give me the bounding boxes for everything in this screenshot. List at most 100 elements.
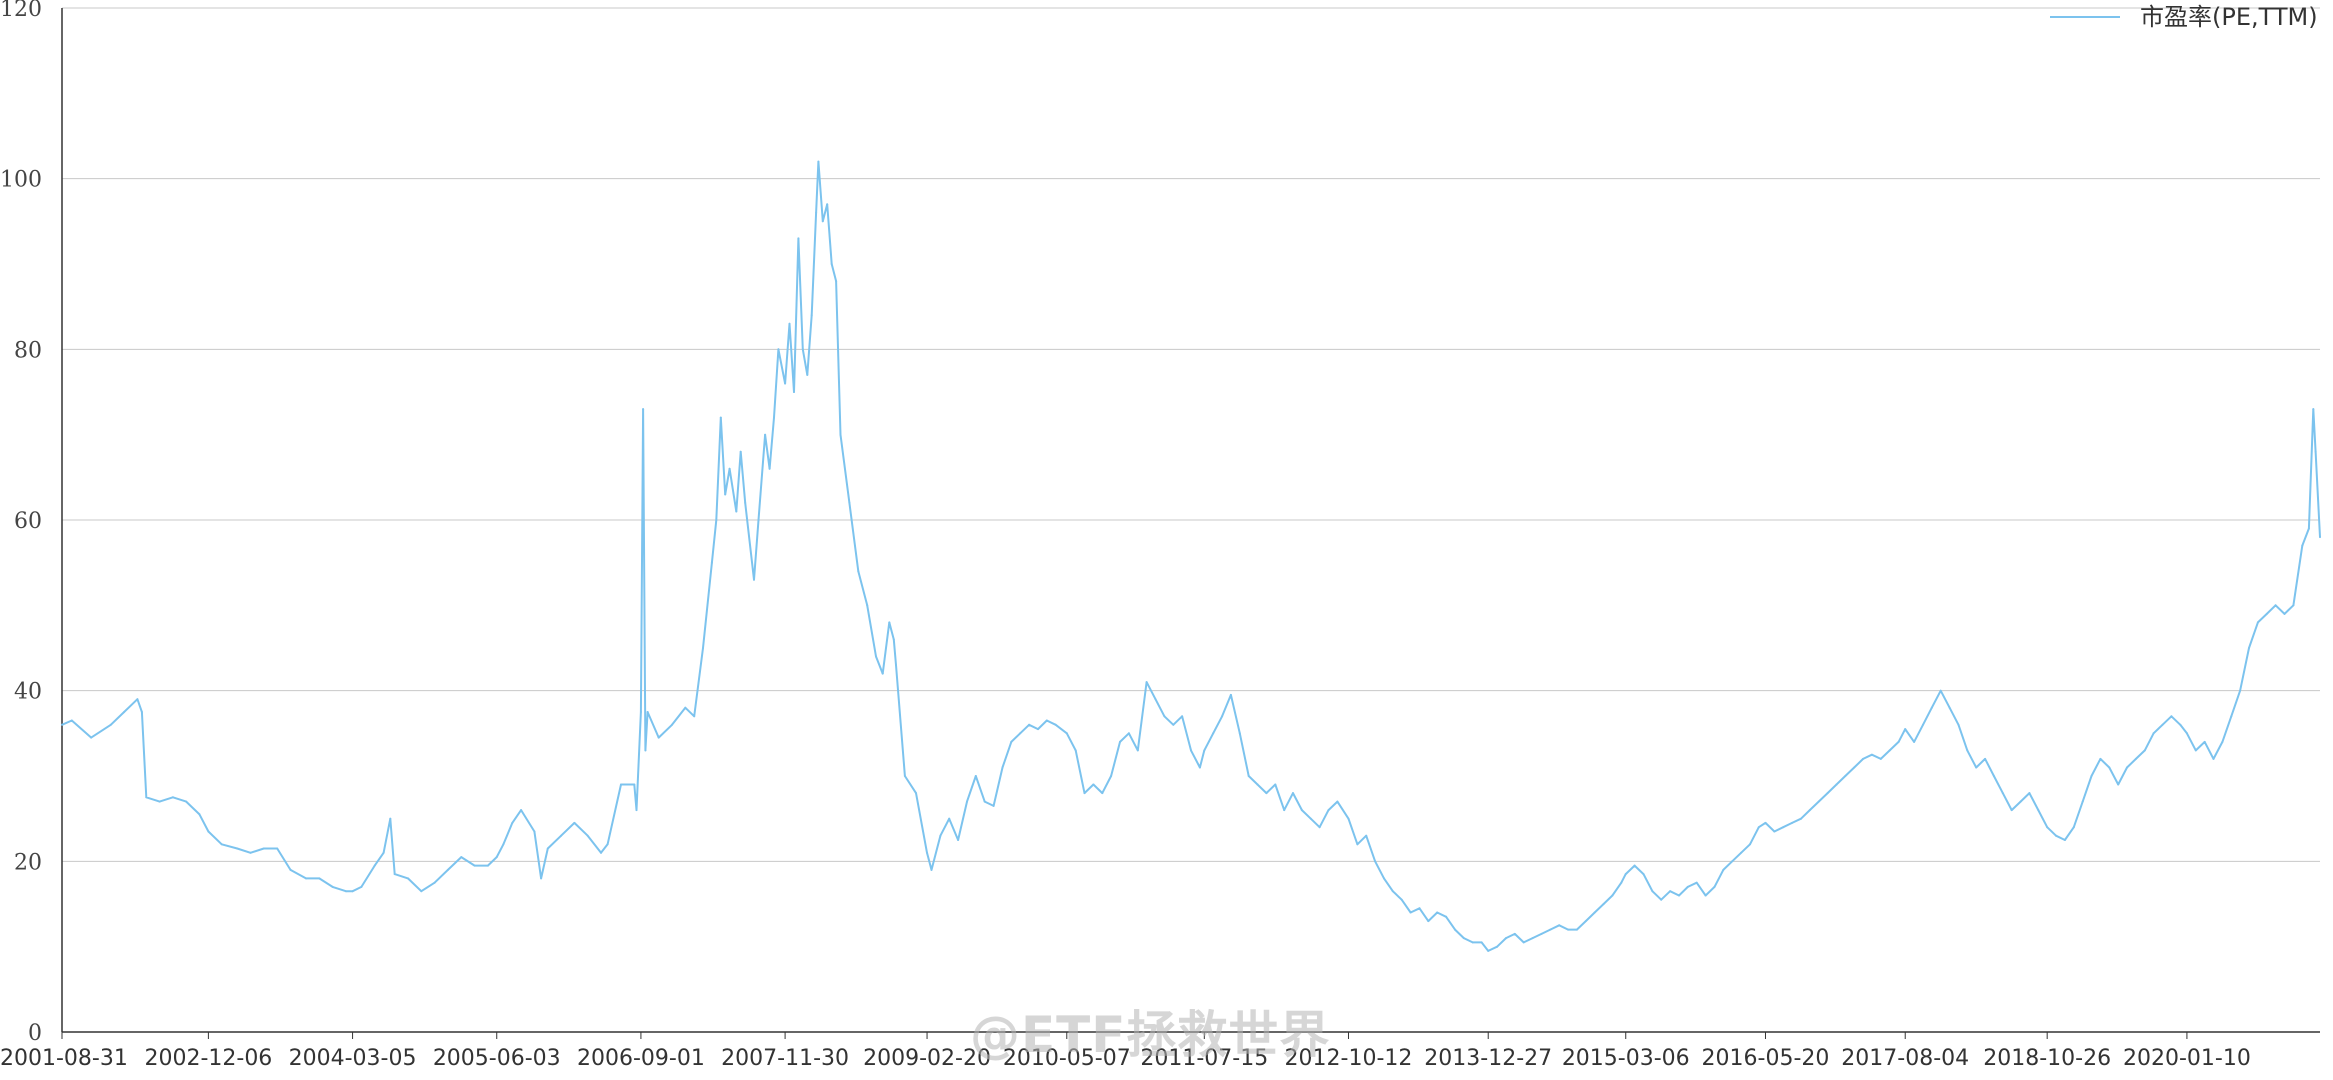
y-tick-label: 120 <box>0 0 42 22</box>
data-point <box>460 856 463 859</box>
data-point <box>360 885 363 888</box>
data-point <box>635 809 638 812</box>
data-point <box>930 868 933 871</box>
data-point <box>857 570 860 573</box>
data-point <box>620 783 622 786</box>
data-point <box>1722 868 1725 871</box>
data-point <box>983 800 986 803</box>
data-point <box>1127 732 1130 735</box>
data-point <box>1922 723 1924 726</box>
data-point <box>2117 783 2120 786</box>
data-point <box>1496 945 1499 948</box>
data-point <box>1904 728 1907 731</box>
data-point <box>2265 612 2268 615</box>
data-point <box>262 847 265 850</box>
data-point <box>2161 723 2164 726</box>
data-point <box>136 698 139 701</box>
data-point <box>520 809 523 812</box>
data-point <box>1409 911 1412 914</box>
data-point <box>693 715 696 718</box>
data-point <box>1110 775 1113 777</box>
data-point <box>1454 928 1456 931</box>
data-point <box>735 510 738 513</box>
data-point <box>1791 821 1794 824</box>
data-point <box>2292 604 2295 607</box>
data-point <box>1037 728 1039 731</box>
data-point <box>633 783 636 786</box>
legend-label: 市盈率(PE,TTM) <box>2140 3 2318 31</box>
data-point <box>1318 826 1321 829</box>
data-point <box>764 433 767 436</box>
data-point <box>109 723 112 726</box>
data-point <box>797 237 800 240</box>
legend[interactable]: 市盈率(PE,TTM) <box>2050 3 2318 31</box>
data-point <box>642 408 645 411</box>
data-point <box>1154 698 1157 701</box>
data-point <box>1309 817 1312 820</box>
data-point <box>511 821 514 824</box>
series-line-pe-ttm <box>61 160 2321 952</box>
data-point <box>1190 749 1192 752</box>
axes <box>61 8 2320 1033</box>
data-point <box>1054 723 1057 726</box>
data-point <box>145 796 148 799</box>
data-point <box>1862 757 1865 760</box>
x-tick-label: 2015-03-06 <box>1562 1046 1690 1071</box>
x-tick-label: 2016-05-20 <box>1702 1046 1830 1071</box>
data-point <box>1265 792 1268 795</box>
data-point <box>719 416 722 419</box>
data-point <box>646 711 649 713</box>
x-tick-label: 2020-01-10 <box>2123 1046 2251 1071</box>
data-point <box>710 561 713 564</box>
data-point <box>1427 920 1430 923</box>
data-point <box>1844 775 1847 777</box>
data-point <box>1391 890 1394 893</box>
data-point <box>382 851 385 854</box>
data-point <box>810 314 813 317</box>
data-point <box>1462 937 1465 940</box>
data-point <box>2170 715 2173 718</box>
data-point <box>1686 885 1689 888</box>
data-point <box>784 382 787 385</box>
data-point <box>1975 766 1978 769</box>
data-point <box>344 890 347 893</box>
data-point <box>90 736 93 739</box>
data-point <box>848 501 851 504</box>
data-point <box>1713 885 1716 888</box>
gridlines <box>62 7 2320 862</box>
data-point <box>185 800 188 803</box>
data-point <box>744 501 747 504</box>
data-point <box>393 873 396 876</box>
data-point <box>2185 732 2188 735</box>
data-point <box>1660 898 1663 901</box>
data-point <box>639 711 642 713</box>
y-tick-label: 80 <box>14 338 42 363</box>
data-point <box>1930 706 1933 709</box>
data-point <box>573 821 576 824</box>
data-point <box>753 578 755 581</box>
data-point <box>1888 749 1891 752</box>
data-point <box>915 792 917 795</box>
x-tick-label: 2007-11-30 <box>721 1046 849 1071</box>
data-point <box>1065 732 1068 735</box>
data-point <box>1347 817 1350 820</box>
data-point <box>1383 877 1385 880</box>
data-point <box>1480 941 1483 944</box>
data-point <box>1513 932 1516 935</box>
data-point <box>1695 881 1698 884</box>
data-point <box>888 621 891 624</box>
data-point <box>835 280 838 283</box>
data-point <box>957 839 960 841</box>
data-point <box>1445 915 1448 918</box>
data-point <box>1620 881 1623 884</box>
data-point <box>1092 783 1095 786</box>
data-point <box>171 796 174 799</box>
data-point <box>2283 612 2286 615</box>
x-tick-label: 2010-05-07 <box>1003 1046 1131 1071</box>
data-point <box>2143 749 2146 752</box>
y-tick-label: 100 <box>0 168 42 193</box>
data-point <box>866 604 869 607</box>
data-point <box>1522 941 1525 944</box>
data-point <box>1356 843 1359 846</box>
